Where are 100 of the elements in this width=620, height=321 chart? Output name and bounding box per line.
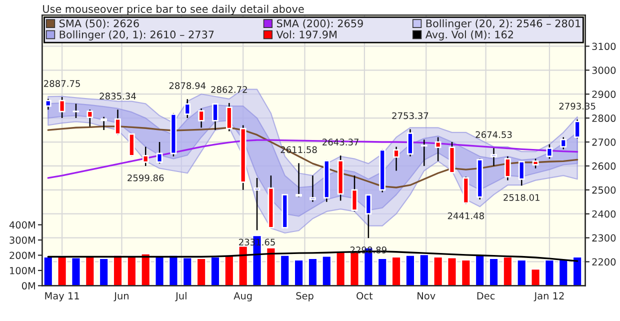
legend-label: Bollinger (20, 1): 2610 – 2737 <box>60 30 214 40</box>
bar <box>474 254 486 286</box>
bar <box>224 254 234 286</box>
annotation: 2862.72 <box>211 86 247 93</box>
bar <box>446 256 458 286</box>
candlestick <box>72 103 80 119</box>
annotation: 2887.75 <box>44 80 80 87</box>
candlestick <box>142 146 149 167</box>
candlestick <box>100 116 108 131</box>
y-tick-label: 2200 <box>592 258 616 266</box>
bar <box>98 258 110 286</box>
candlestick <box>226 102 232 132</box>
bar <box>391 256 402 286</box>
y-tick-label: 3100 <box>592 42 616 50</box>
x-tick-label: Jul <box>175 292 186 302</box>
annotation: 2599.86 <box>128 174 164 182</box>
bar <box>168 254 179 286</box>
annotation: 2835.34 <box>100 92 136 100</box>
candlestick <box>393 146 400 172</box>
candlestick <box>58 96 66 119</box>
candlestick <box>434 136 442 162</box>
bar <box>321 255 332 286</box>
y2-tick-label: 300M <box>10 236 35 244</box>
x-tick-label: Dec <box>477 292 495 300</box>
bar <box>280 254 290 286</box>
y-tick-label: 2800 <box>592 114 616 122</box>
bar <box>516 259 527 286</box>
annotation: 2298.89 <box>350 246 386 254</box>
bar <box>210 256 220 286</box>
candlestick <box>420 138 428 167</box>
bar <box>572 256 582 286</box>
annotation: 2441.48 <box>448 212 484 220</box>
bar <box>84 256 96 286</box>
bar <box>126 255 137 286</box>
bar <box>530 268 541 286</box>
chart-title: Use mouseover price bar to see daily detail above <box>43 4 304 15</box>
bar <box>418 254 430 286</box>
candlestick <box>198 108 204 128</box>
bar <box>544 259 555 286</box>
bar <box>70 256 82 286</box>
x-tick-label: May 11 <box>45 292 79 302</box>
x-tick-label: Nov <box>418 292 436 300</box>
legend-label: Bollinger (20, 2): 2546 – 2801 <box>426 19 580 30</box>
bar <box>377 258 388 286</box>
annotation: 2518.01 <box>504 194 540 201</box>
y-tick-label: 2700 <box>592 138 616 146</box>
candlestick <box>156 141 163 164</box>
candlestick <box>114 108 121 136</box>
bar <box>182 256 193 286</box>
bar <box>558 258 569 286</box>
candlestick <box>490 147 497 167</box>
y-tick-label: 2500 <box>592 186 616 194</box>
bar <box>56 255 68 286</box>
y2-tick-label: 0M <box>22 282 35 290</box>
bar <box>488 258 499 286</box>
y2-tick-label: 200M <box>10 252 35 260</box>
candlestick <box>184 98 191 119</box>
y2-tick-label: 100M <box>10 266 35 274</box>
x-tick-label: Sep <box>296 292 314 302</box>
candlestick <box>546 144 553 160</box>
y-tick-label: 2300 <box>592 234 616 242</box>
x-tick-label: Aug <box>234 292 252 302</box>
y-tick-label: 2400 <box>592 210 616 218</box>
candlestick <box>365 194 372 239</box>
candlestick <box>254 177 260 231</box>
bar <box>238 245 248 286</box>
annotation: 2753.37 <box>392 112 428 120</box>
annotation: 2878.94 <box>169 82 206 90</box>
bar <box>154 255 165 286</box>
candlestick <box>86 109 94 128</box>
bar <box>405 254 416 286</box>
y2-tick-label: 400M <box>9 221 35 229</box>
bar <box>140 253 151 286</box>
candlestick <box>212 103 218 131</box>
candlestick <box>296 162 302 198</box>
bar <box>112 254 123 286</box>
candlestick <box>128 133 135 157</box>
legend-label: SMA (200): 2659 <box>276 19 363 29</box>
candlestick <box>518 160 525 186</box>
bar <box>42 256 54 286</box>
bar <box>335 251 346 286</box>
candlestick <box>310 174 316 202</box>
x-tick-label: Jun <box>114 292 129 302</box>
candlestick <box>574 119 581 140</box>
annotation: 2674.53 <box>476 131 512 138</box>
bar <box>460 259 472 286</box>
bar <box>196 258 206 286</box>
candlestick <box>351 174 358 212</box>
legend-label: Avg. Vol (M): 162 <box>425 30 513 40</box>
bar <box>308 258 318 286</box>
y-tick-label: 2900 <box>592 90 616 98</box>
bar <box>266 246 276 286</box>
candlestick <box>504 156 511 181</box>
y-tick-label: 2600 <box>592 162 616 170</box>
legend-label: SMA (50): 2626 <box>60 19 139 29</box>
candlestick <box>407 128 414 157</box>
x-tick-label: Oct <box>356 292 373 300</box>
bar <box>432 256 444 286</box>
bar <box>502 256 513 286</box>
candlestick <box>560 136 567 150</box>
